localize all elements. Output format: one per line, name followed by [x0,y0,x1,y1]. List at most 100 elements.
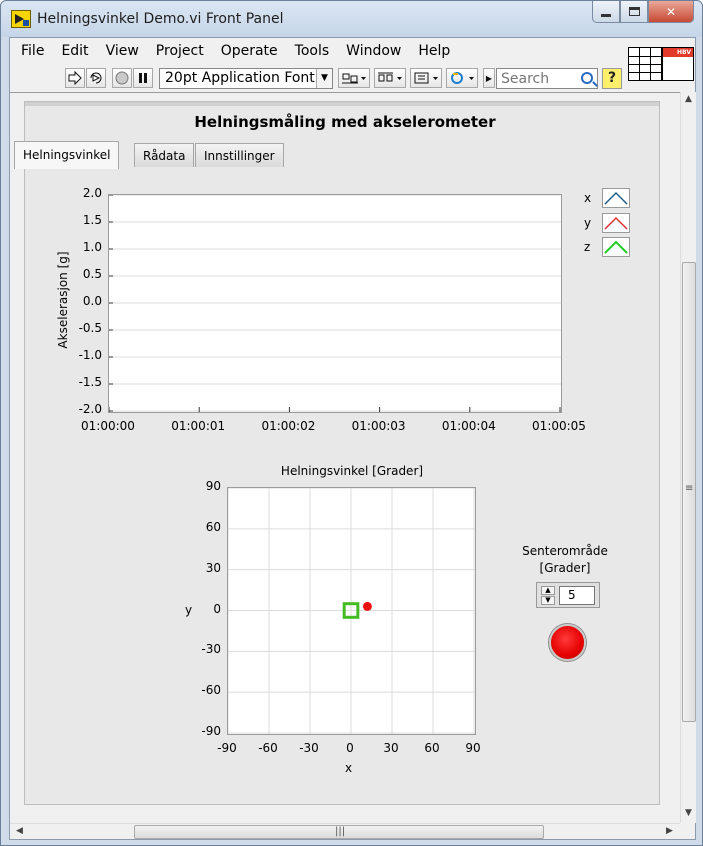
close-button[interactable]: ✕ [648,1,694,23]
x-tick-label: 30 [383,741,399,755]
maximize-icon [628,7,640,16]
horizontal-scrollbar[interactable]: ◀ ||| ▶ [10,823,680,839]
decrement-arrow-button[interactable]: ▼ [541,596,555,605]
menu-help[interactable]: Help [418,43,451,59]
menu-tools[interactable]: Tools [294,43,330,59]
y-tick-label: 60 [205,519,221,534]
scroll-down-icon[interactable]: ▼ [685,808,692,818]
panel-top-edge [25,102,659,106]
acceleration-chart-plot-area[interactable] [108,194,562,413]
x-tick-label: 01:00:05 [532,419,586,433]
title-bar[interactable]: Helningsvinkel Demo.vi Front Panel ✕ [1,1,702,37]
x-tick-label: 90 [465,741,481,755]
menu-view[interactable]: View [105,43,139,59]
center-target-square [342,602,360,619]
y-tick-label: 90 [205,479,221,493]
scroll-right-icon[interactable]: ▶ [666,826,673,836]
tilt-graph-plot-area[interactable] [227,487,476,735]
vi-icon-badge: HBV [663,48,693,57]
y-tick-label: -90 [201,724,221,738]
increment-arrow-button[interactable]: ▲ [541,586,555,595]
labview-app-icon [11,10,31,28]
menu-bar: File Edit View Project Operate Tools Win… [10,38,626,64]
pause-button[interactable] [133,68,153,88]
y-tick-label: -1.0 [78,348,102,362]
window-client: File Edit View Project Operate Tools Win… [9,37,696,840]
connector-pane[interactable] [628,47,662,81]
x-tick-label: 60 [424,741,440,755]
x-tick-label: 01:00:00 [81,419,135,433]
legend-label-z: z [584,240,591,254]
center-area-label-1: Senterområde [522,544,608,558]
resize-objects-icon [414,72,438,84]
x-tick-label: -60 [258,741,278,755]
resize-objects-button[interactable] [410,68,442,88]
center-area-value-field[interactable]: 5 [559,586,595,605]
x-tick-label: -30 [299,741,319,755]
horizontal-scroll-thumb[interactable]: ||| [134,825,544,839]
x-tick-label: 01:00:02 [261,419,316,433]
menu-edit[interactable]: Edit [61,43,89,59]
run-continuously-button[interactable] [86,68,106,88]
scroll-left-icon[interactable]: ◀ [16,826,23,836]
legend-label-x: x [584,191,592,205]
triangle-right-icon: ▶ [485,73,493,83]
chevron-down-icon: ▼ [316,69,332,88]
reorder-button[interactable] [446,68,478,88]
vertical-scrollbar[interactable]: ▲ ≡ ▼ [680,92,696,823]
search-box [496,68,598,89]
align-objects-icon [342,73,366,84]
tab-helningsvinkel[interactable]: Helningsvinkel [14,141,120,169]
toolbar: 20pt Application Font ▼ ▶ ? [10,65,626,91]
tab-radata[interactable]: Rådata [134,143,195,167]
maximize-button[interactable] [620,1,648,23]
y-tick-label: 2.0 [82,186,102,200]
tab-innstillinger[interactable]: Innstillinger [195,143,284,167]
centered-indicator-led [549,624,586,661]
x-tick-label: 01:00:03 [351,419,406,433]
legend-label-y: y [584,216,592,230]
tilt-graph-grid [227,487,475,734]
run-arrow-icon [68,71,82,85]
search-input[interactable] [497,69,575,88]
distribute-objects-icon [378,72,402,82]
context-help-button[interactable]: ? [602,68,622,89]
tilt-graph-y-label: y [185,603,193,617]
legend-swatch-x [602,188,630,208]
align-objects-button[interactable] [338,68,370,88]
window-title: Helningsvinkel Demo.vi Front Panel [37,11,284,27]
x-tick-label: -90 [217,741,237,755]
y-tick-label: 0.0 [82,294,102,308]
text-settings-font-ring[interactable]: 20pt Application Font ▼ [159,68,333,89]
center-area-numeric-control: ▲ ▼ 5 [536,582,600,608]
y-tick-label: -1.5 [78,375,102,389]
minimize-button[interactable] [592,1,620,23]
x-tick-label: 01:00:01 [171,419,226,433]
distribute-objects-button[interactable] [374,68,406,88]
acceleration-chart-y-label: Akselerasjon [g] [56,251,70,349]
menu-window[interactable]: Window [346,43,402,59]
search-expand-button[interactable]: ▶ [483,68,495,88]
menu-file[interactable]: File [21,43,45,59]
search-icon[interactable] [581,72,593,84]
y-tick-label: 0.5 [82,267,102,281]
grip-icon: ≡ [685,483,694,494]
reorder-icon [451,72,474,84]
vi-icon[interactable]: HBV [662,47,694,81]
run-continuously-icon [90,72,102,84]
legend-swatch-y [602,213,630,233]
font-ring-value: 20pt Application Font [165,70,315,86]
y-tick-label: -30 [201,642,221,657]
front-panel-area: Helningsmåling med akselerometer Helning… [10,92,680,823]
menu-operate[interactable]: Operate [220,43,278,59]
run-button[interactable] [65,68,85,88]
minimize-icon [601,14,611,17]
abort-button[interactable] [112,68,132,88]
legend-swatch-z [602,237,630,257]
tilt-point [362,601,372,611]
menu-project[interactable]: Project [155,43,204,59]
scroll-up-icon[interactable]: ▲ [685,94,692,104]
y-tick-label: 0 [213,601,221,616]
vertical-scroll-thumb[interactable]: ≡ [682,262,696,722]
